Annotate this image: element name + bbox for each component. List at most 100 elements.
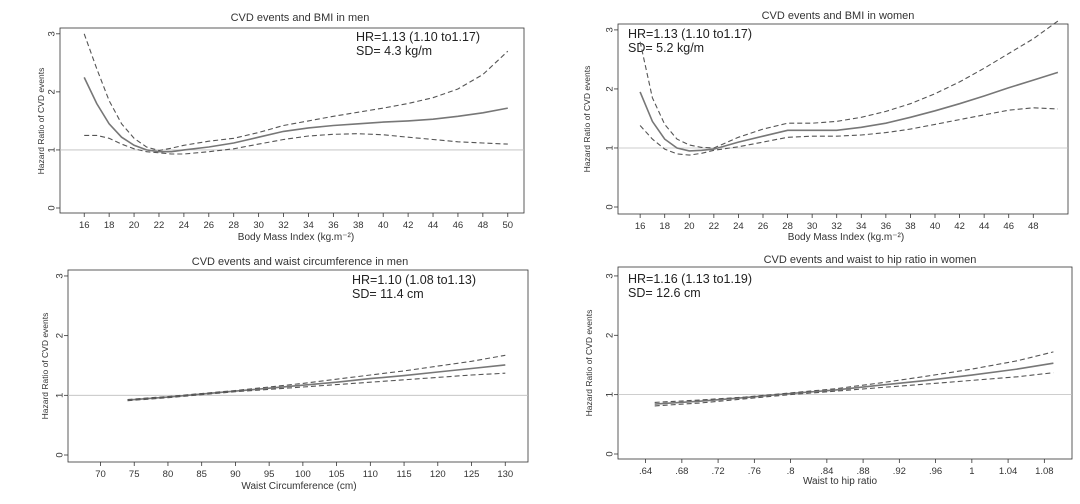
x-tick-label: .68 [675,466,688,477]
x-tick-label: 18 [659,221,670,232]
x-tick-label: .84 [820,466,833,477]
upper-ci-line [639,20,1059,149]
x-tick-label: 22 [709,221,720,232]
x-tick-label: 46 [1003,221,1014,232]
plot-frame [67,269,529,463]
y-tick-label: 2 [605,333,616,338]
x-tick-label: 36 [881,221,892,232]
chart-svg-waist-men: CVD events and waist circumference in me… [40,256,529,492]
x-tick-label: 1.04 [999,466,1018,477]
chart-title: CVD events and waist circumference in me… [192,256,408,268]
x-axis-label: Waist Circumference (cm) [241,481,356,492]
plot-area: 0 1 2 3 16 18 20 22 24 26 28 30 32 34 36 38 40 42 44 46 48 50 [47,31,524,231]
x-tick-label: 18 [104,220,115,231]
y-tick-label: 2 [605,86,616,91]
lower-ci-line [127,372,506,402]
y-tick-label: 1 [47,147,58,152]
y-tick-label: 1 [605,145,616,150]
x-tick-label: 28 [782,221,793,232]
y-tick-label: 0 [605,204,616,209]
x-tick-label: 32 [278,220,289,231]
x-tick-label: 100 [295,469,311,480]
x-tick-label: 36 [328,220,339,231]
x-tick-label: 40 [930,221,941,232]
x-tick-label: 38 [353,220,364,231]
x-tick-label: 26 [758,221,769,232]
plot-frame [59,27,525,214]
hazard-ratio-line [127,364,506,401]
sd-annotation: SD= 11.4 cm [352,287,424,301]
x-tick-label: 130 [497,469,513,480]
x-tick-label: 48 [1028,221,1039,232]
hr-annotation: HR=1.13 (1.10 to1.17) [628,27,752,41]
x-tick-label: 44 [979,221,990,232]
y-tick-label: 0 [605,451,616,456]
x-tick-label: 34 [303,220,314,231]
x-tick-label: 85 [196,469,207,480]
chart-svg-whr-women: CVD events and waist to hip ratio in wom… [584,254,1073,487]
chart-svg-bmi-women: CVD events and BMI in women HR=1.13 (1.1… [582,10,1069,243]
y-tick-label: 1 [605,392,616,397]
lower-ci-line [639,107,1058,156]
x-tick-label: 1 [969,466,974,477]
x-tick-label: 30 [807,221,818,232]
x-tick-label: 50 [502,220,513,231]
plot-area: 0 1 2 3 .64 .68 .72 .76 .8 .84 .88 .92 .96 1 1.04 1.08 [605,273,1072,477]
x-tick-label: 38 [905,221,916,232]
x-tick-label: 120 [430,469,446,480]
x-tick-label: 34 [856,221,867,232]
sd-annotation: SD= 4.3 kg/m [356,44,432,58]
chart-panel-bmi-women: CVD events and BMI in women HR=1.13 (1.1… [540,0,1080,252]
plot-area: 0 1 2 3 16 18 20 22 24 26 28 30 32 34 36 38 40 42 44 46 48 [605,20,1068,232]
x-tick-label: 90 [230,469,241,480]
lower-ci-line [84,133,508,155]
y-tick-label: 2 [55,333,66,338]
y-tick-label: 3 [47,31,58,36]
x-tick-label: 125 [464,469,480,480]
x-tick-label: 70 [95,469,106,480]
x-axis-label: Body Mass Index (kg.m⁻²) [788,232,904,243]
x-axis-label: Waist to hip ratio [803,476,878,487]
x-tick-label: .76 [748,466,761,477]
x-tick-label: .8 [787,466,795,477]
plot-area: 0 1 2 3 70 75 80 85 90 95 100 105 110 115 120 125 130 [55,273,528,480]
hr-annotation: HR=1.10 (1.08 to1.13) [352,273,476,287]
x-tick-label: 115 [396,469,411,480]
x-tick-label: 44 [428,220,439,231]
hr-annotation: HR=1.13 (1.10 to1.17) [356,30,480,44]
x-tick-label: 16 [79,220,90,231]
x-tick-label: 95 [264,469,275,480]
x-tick-label: .72 [711,466,724,477]
y-axis-label: Hazard Ratio of CVD events [40,313,50,420]
y-axis-label: Hazard Ratio of CVD events [582,66,592,173]
x-tick-label: 24 [179,220,190,231]
plot-frame [617,266,1073,460]
y-tick-label: 1 [55,393,66,398]
y-axis-label: Hazard Ratio of CVD events [36,68,46,175]
x-tick-label: 40 [378,220,389,231]
y-tick-label: 2 [47,89,58,94]
sd-annotation: SD= 12.6 cm [628,286,701,300]
upper-ci-line [83,33,509,152]
upper-ci-line [654,351,1054,403]
y-tick-label: 3 [605,27,616,32]
plot-frame [617,23,1069,215]
sd-annotation: SD= 5.2 kg/m [628,41,704,55]
x-tick-label: 28 [228,220,239,231]
x-tick-label: 42 [954,221,965,232]
x-tick-label: 20 [684,221,695,232]
y-axis-label: Hazard Ratio of CVD events [584,310,594,417]
x-axis-label: Body Mass Index (kg.m⁻²) [238,232,354,243]
x-tick-label: 42 [403,220,414,231]
y-tick-label: 3 [605,273,616,278]
x-tick-label: 16 [635,221,646,232]
y-tick-label: 3 [55,273,66,278]
x-tick-label: 80 [163,469,174,480]
chart-title: CVD events and waist to hip ratio in wom… [764,254,977,266]
y-tick-label: 0 [55,452,66,457]
x-tick-label: .64 [639,466,652,477]
chart-panel-whr-women: CVD events and waist to hip ratio in wom… [540,252,1080,504]
chart-title: CVD events and BMI in men [231,12,370,24]
upper-ci-line [127,354,506,401]
